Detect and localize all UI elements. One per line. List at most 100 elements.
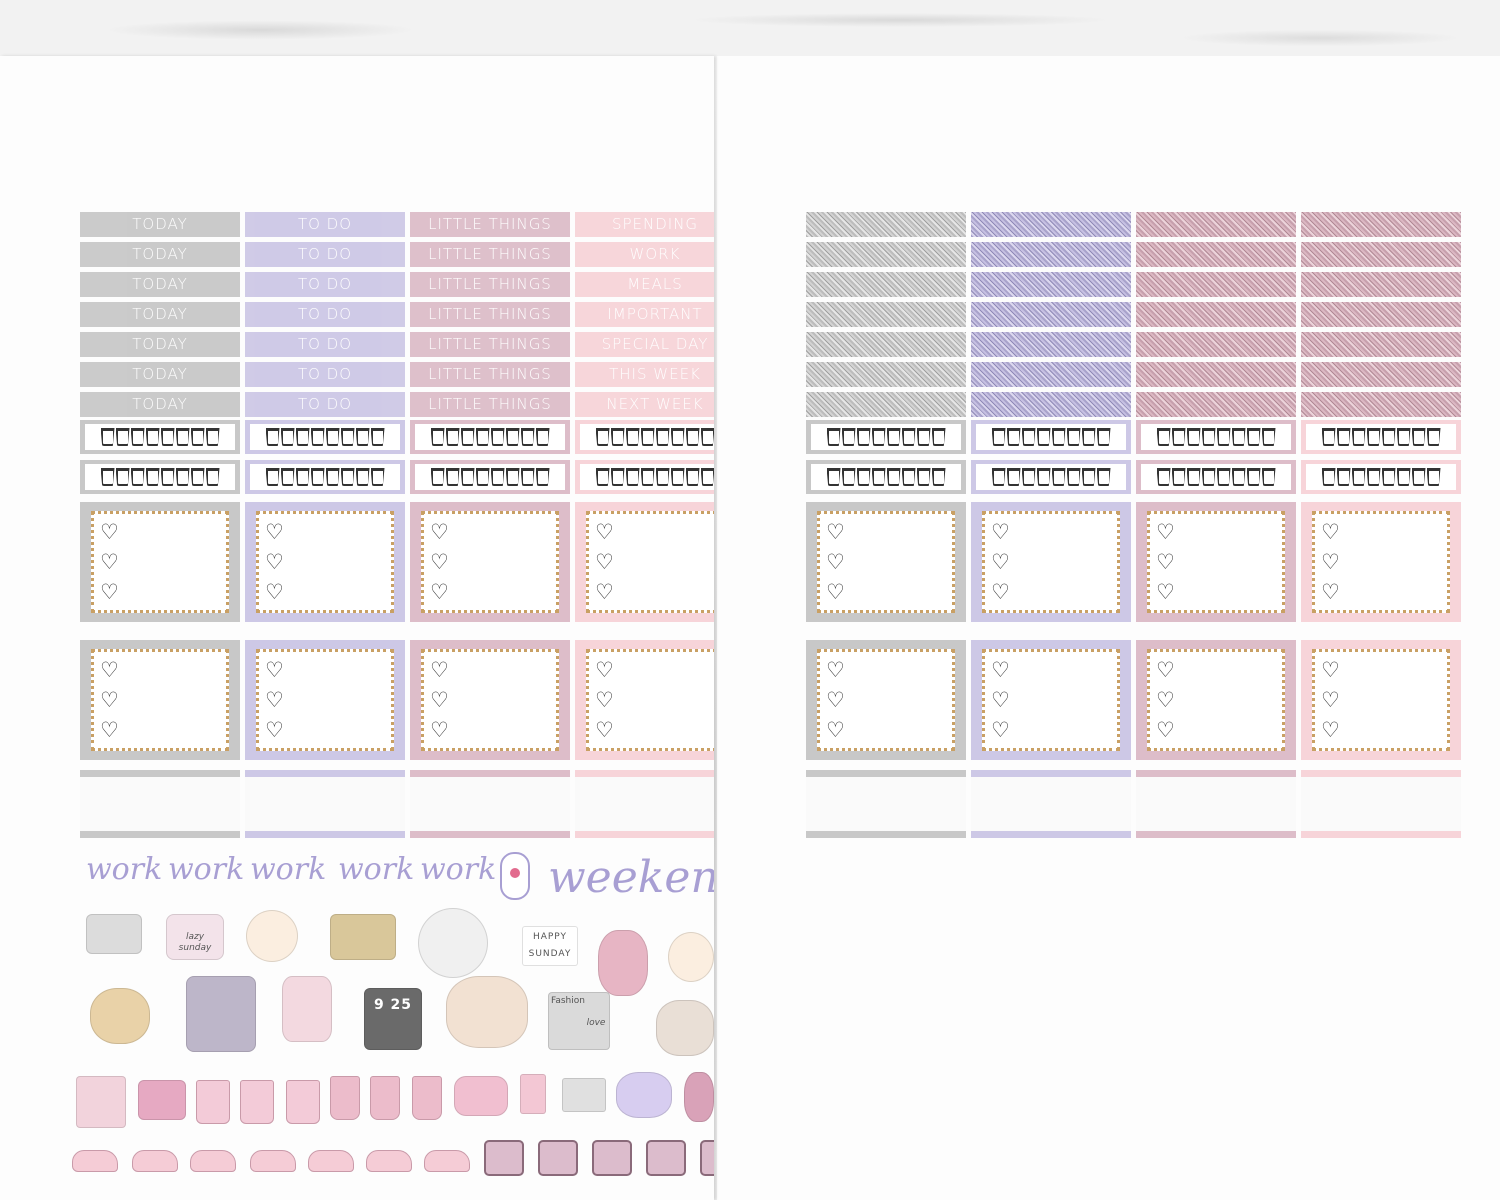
water-cup-icon	[1171, 468, 1186, 486]
glitter-sticker	[1301, 212, 1461, 237]
water-cup-icon	[1336, 428, 1351, 446]
sneaker-icon	[424, 1150, 470, 1172]
glitter-sticker	[1136, 212, 1296, 237]
water-cup-icon	[100, 428, 115, 446]
water-cup-icon	[205, 468, 220, 486]
water-cup-icon	[595, 468, 610, 486]
water-cup-icon	[490, 428, 505, 446]
checklist-frame: ♡ ♡ ♡	[817, 649, 955, 751]
water-cup-icon	[841, 428, 856, 446]
water-cup-icon	[931, 468, 946, 486]
croissant-icon	[246, 910, 298, 962]
header-sticker: TO DO	[245, 242, 405, 267]
sticker-sheet-glitter: ♡ ♡ ♡ ♡ ♡ ♡ ♡ ♡ ♡ ♡ ♡ ♡ ♡ ♡ ♡ ♡ ♡ ♡ ♡ ♡ ♡ ♡ ♡ ♡ workworkworkwo…	[717, 56, 1500, 1200]
water-cup-icon	[1081, 428, 1096, 446]
header-sticker: TO DO	[245, 362, 405, 387]
heart-checkbox-icon: ♡	[430, 718, 449, 742]
water-cup-icon	[460, 428, 475, 446]
glitter-sticker	[1301, 272, 1461, 297]
deco-stickers: workworkworkworkworkweekendHAPPYSUNDAY9 …	[0, 56, 714, 1200]
blank-band-sticker	[245, 770, 405, 838]
checklist-box-sticker: ♡ ♡ ♡	[1136, 502, 1296, 622]
water-cup-icon	[1006, 468, 1021, 486]
heart-checkbox-icon: ♡	[430, 520, 449, 544]
coffee-pour-icon	[446, 976, 528, 1048]
water-cup-icon	[1231, 428, 1246, 446]
water-cup-icon	[1381, 428, 1396, 446]
water-cup-icon	[1411, 468, 1426, 486]
checklist-frame: ♡ ♡ ♡	[256, 511, 394, 613]
heart-checkbox-icon: ♡	[991, 580, 1010, 604]
water-cup-icon	[856, 468, 871, 486]
magazine-love-text: love	[586, 1018, 606, 1028]
water-cup-icon	[901, 428, 916, 446]
heart-checkbox-icon: ♡	[1321, 688, 1340, 712]
glitter-row	[806, 392, 1461, 417]
glitter-sticker	[1301, 392, 1461, 417]
water-cup-icon	[190, 468, 205, 486]
blank-band-sticker	[1301, 770, 1461, 838]
water-tracker-row	[806, 460, 1461, 494]
glitter-row	[806, 302, 1461, 327]
header-sticker: TO DO	[245, 272, 405, 297]
header-sticker: SPECIAL DAY	[575, 332, 714, 357]
water-cup-icon	[1006, 428, 1021, 446]
water-tracker-sticker	[80, 460, 240, 494]
header-sticker: TO DO	[245, 332, 405, 357]
heart-checkbox-icon: ♡	[991, 718, 1010, 742]
heart-checkbox-icon: ♡	[1321, 520, 1340, 544]
tray-icon	[86, 914, 142, 954]
water-cup-icon	[295, 468, 310, 486]
checklist-box-sticker: ♡ ♡ ♡	[245, 640, 405, 760]
lightbox-text: HAPPY SUNDAY	[524, 932, 576, 960]
water-cup-icon	[886, 468, 901, 486]
header-sticker: TO DO	[245, 302, 405, 327]
work-word-sticker: work	[168, 852, 245, 887]
tv-icon	[484, 1140, 524, 1176]
header-row: TODAY TO DO LITTLE THINGS SPECIAL DAY	[80, 332, 714, 357]
checklist-box-sticker: ♡ ♡ ♡	[806, 502, 966, 622]
water-cup-icon	[916, 428, 931, 446]
heart-checkbox-icon: ♡	[265, 550, 284, 574]
heart-checkbox-icon: ♡	[100, 718, 119, 742]
water-cup-icon	[685, 428, 700, 446]
sneaker-icon	[190, 1150, 236, 1172]
heart-checkbox-icon: ♡	[1156, 550, 1175, 574]
water-tracker-sticker	[80, 420, 240, 454]
water-cup-icon	[490, 468, 505, 486]
water-tracker-row	[80, 420, 714, 454]
blank-band-sticker	[806, 770, 966, 838]
heart-checkbox-icon: ♡	[595, 520, 614, 544]
checklist-frame: ♡ ♡ ♡	[1312, 511, 1450, 613]
magazine-icon	[548, 992, 610, 1050]
band-fill	[1301, 777, 1461, 831]
header-sticker: THIS WEEK	[575, 362, 714, 387]
heart-checkbox-icon: ♡	[265, 688, 284, 712]
heart-checkbox-icon: ♡	[1156, 688, 1175, 712]
glitter-sticker	[806, 362, 966, 387]
header-sticker: TODAY	[80, 272, 240, 297]
water-cup-icon	[475, 428, 490, 446]
checklist-box-sticker: ♡ ♡ ♡	[1301, 640, 1461, 760]
water-cup-icon	[295, 428, 310, 446]
water-cup-icon	[520, 428, 535, 446]
water-tracker-sticker	[1136, 420, 1296, 454]
checklist-frame: ♡ ♡ ♡	[1147, 649, 1285, 751]
water-cup-icon	[700, 468, 714, 486]
water-cup-icon	[1021, 428, 1036, 446]
glitter-sticker	[971, 332, 1131, 357]
water-cup-icon	[1411, 428, 1426, 446]
bow-icon	[616, 1072, 672, 1118]
checklist-frame: ♡ ♡ ♡	[586, 511, 714, 613]
water-tracker-inner	[415, 464, 565, 490]
water-cup-icon	[640, 428, 655, 446]
water-cup-icon	[700, 428, 714, 446]
glitter-sticker	[1301, 332, 1461, 357]
water-cup-icon	[475, 468, 490, 486]
water-cup-icon	[1051, 428, 1066, 446]
checklist-box-sticker: ♡ ♡ ♡	[971, 640, 1131, 760]
blank-band-sticker	[575, 770, 714, 838]
water-cup-icon	[310, 468, 325, 486]
water-cup-icon	[505, 468, 520, 486]
water-cup-icon	[130, 468, 145, 486]
